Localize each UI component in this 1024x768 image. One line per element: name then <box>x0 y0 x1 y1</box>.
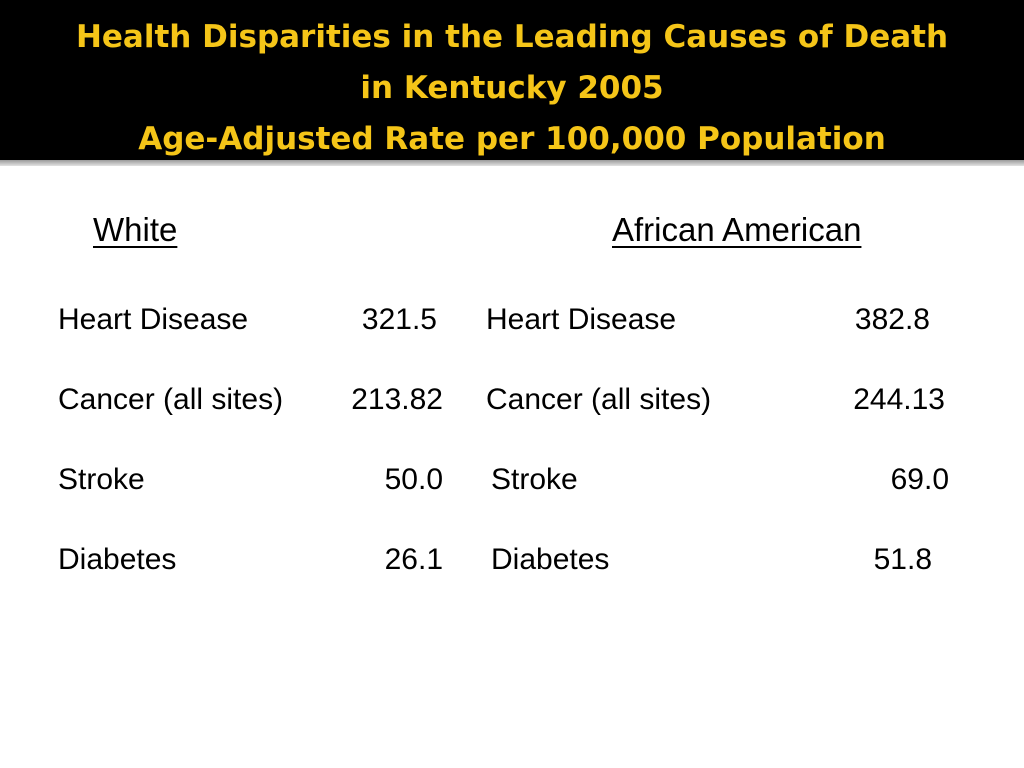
african-american-rate-value: 244.13 <box>853 383 945 416</box>
african-american-rate-value: 51.8 <box>873 543 932 576</box>
column-header-white: White <box>93 211 178 248</box>
slide-title-line-1: Health Disparities in the Leading Causes… <box>75 19 949 55</box>
title-divider <box>0 160 1024 166</box>
slide-subtitle: Age-Adjusted Rate per 100,000 Population <box>138 121 886 157</box>
table-row: Heart Disease 321.5 Heart Disease 382.8 <box>0 300 1024 340</box>
white-cause-label: Diabetes <box>58 543 177 576</box>
white-rate-value: 26.1 <box>384 543 443 576</box>
white-rate-value: 213.82 <box>351 383 443 416</box>
table-row: Stroke 50.0 Stroke 69.0 <box>0 460 1024 500</box>
white-rate-value: 321.5 <box>361 303 437 336</box>
white-cause-label: Cancer (all sites) <box>58 383 284 416</box>
table-row: Cancer (all sites) 213.82 Cancer (all si… <box>0 380 1024 420</box>
title-band: Health Disparities in the Leading Causes… <box>0 0 1024 160</box>
african-american-cause-label: Cancer (all sites) <box>486 383 712 416</box>
white-cause-label: Stroke <box>58 463 145 496</box>
slide-title-line-2: in Kentucky 2005 <box>360 70 664 106</box>
african-american-cause-label: Stroke <box>491 463 578 496</box>
table-row: Diabetes 26.1 Diabetes 51.8 <box>0 540 1024 580</box>
white-rate-value: 50.0 <box>384 463 443 496</box>
white-cause-label: Heart Disease <box>58 303 249 336</box>
african-american-cause-label: Diabetes <box>491 543 610 576</box>
african-american-cause-label: Heart Disease <box>486 303 677 336</box>
column-header-african-american: African American <box>612 211 862 248</box>
african-american-rate-value: 382.8 <box>854 303 930 336</box>
african-american-rate-value: 69.0 <box>890 463 949 496</box>
